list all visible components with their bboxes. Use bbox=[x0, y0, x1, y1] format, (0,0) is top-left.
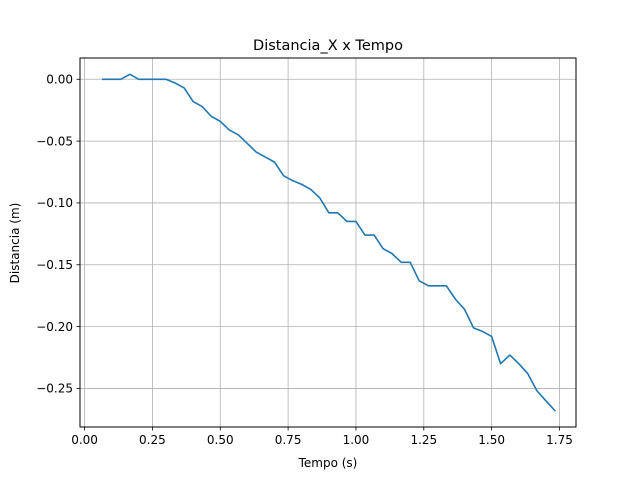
y-tick-label: 0.00 bbox=[46, 73, 73, 87]
y-tick-label: −0.20 bbox=[36, 320, 73, 334]
x-tick-label: 0.75 bbox=[275, 433, 302, 447]
plot-frame bbox=[79, 57, 577, 428]
chart-title: Distancia_X x Tempo bbox=[253, 38, 403, 54]
grid bbox=[80, 58, 576, 427]
y-tick-label: −0.15 bbox=[36, 258, 73, 272]
y-axis-label: Distancia (m) bbox=[8, 203, 22, 284]
series-layer bbox=[101, 73, 557, 412]
y-tick-label: −0.10 bbox=[36, 196, 73, 210]
x-tick-label: 1.50 bbox=[478, 433, 505, 447]
series-line bbox=[101, 73, 557, 412]
y-tick-label: −0.25 bbox=[36, 382, 73, 396]
ticks: 0.00 0.25 0.50 0.75 1.00 1.25 1.50 1.75 0.00 −0.0… bbox=[36, 73, 573, 447]
x-tick-label: 0.25 bbox=[139, 433, 166, 447]
y-tick-label: −0.05 bbox=[36, 134, 73, 148]
x-tick-label: 1.25 bbox=[410, 433, 437, 447]
x-axis-label: Tempo (s) bbox=[298, 456, 358, 470]
x-tick-label: 1.75 bbox=[546, 433, 573, 447]
x-tick-label: 1.00 bbox=[343, 433, 370, 447]
x-tick-label: 0.00 bbox=[71, 433, 98, 447]
x-tick-label: 0.50 bbox=[207, 433, 234, 447]
